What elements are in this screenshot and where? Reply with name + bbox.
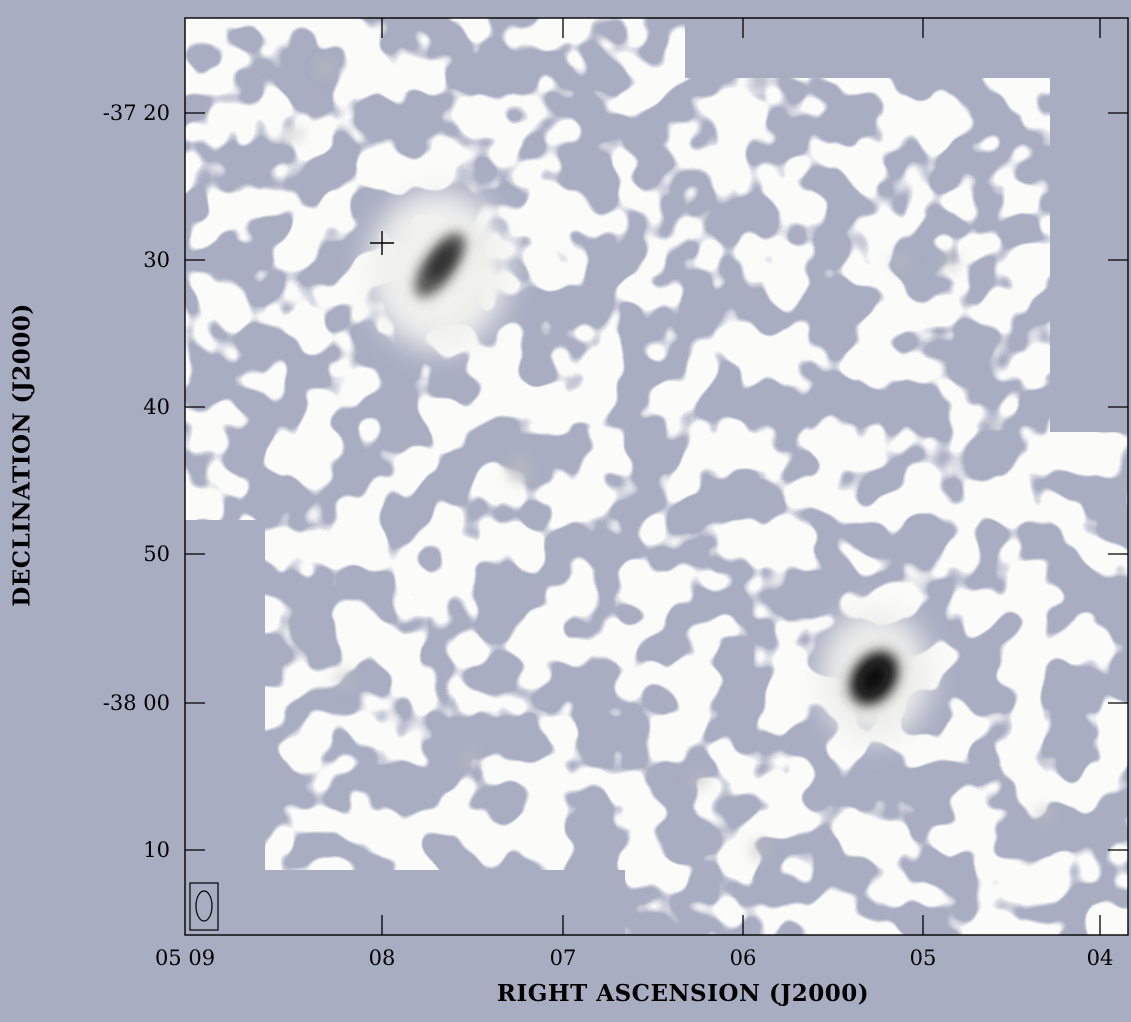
ra-tick-label-1: 08	[368, 946, 396, 970]
beam-indicator	[189, 882, 219, 931]
y-axis-title: DECLINATION (J2000)	[8, 303, 36, 607]
dec-tick-label-0: -37 20	[102, 101, 170, 125]
dec-tick-label-4: -38 00	[102, 691, 170, 715]
dec-tick-label-1: 30	[143, 248, 170, 272]
plot-frame	[184, 17, 1129, 936]
emission-map	[185, 18, 1128, 935]
dec-tick-label-2: 40	[143, 395, 170, 419]
position-marker-cross	[370, 231, 394, 255]
ra-tick-label-2: 07	[549, 946, 577, 970]
dec-tick-label-3: 50	[143, 542, 170, 566]
dec-tick-label-5: 10	[143, 838, 170, 862]
ra-tick-label-3: 06	[729, 946, 757, 970]
ra-tick-label-5: 04	[1086, 946, 1114, 970]
x-axis-title: RIGHT ASCENSION (J2000)	[496, 980, 870, 1007]
ra-tick-label-4: 05	[909, 946, 937, 970]
compact-source-south	[820, 610, 930, 740]
ra-tick-label-0: 05 09	[154, 946, 216, 970]
extended-source-north	[368, 190, 508, 350]
axis-ticks	[185, 18, 1128, 935]
